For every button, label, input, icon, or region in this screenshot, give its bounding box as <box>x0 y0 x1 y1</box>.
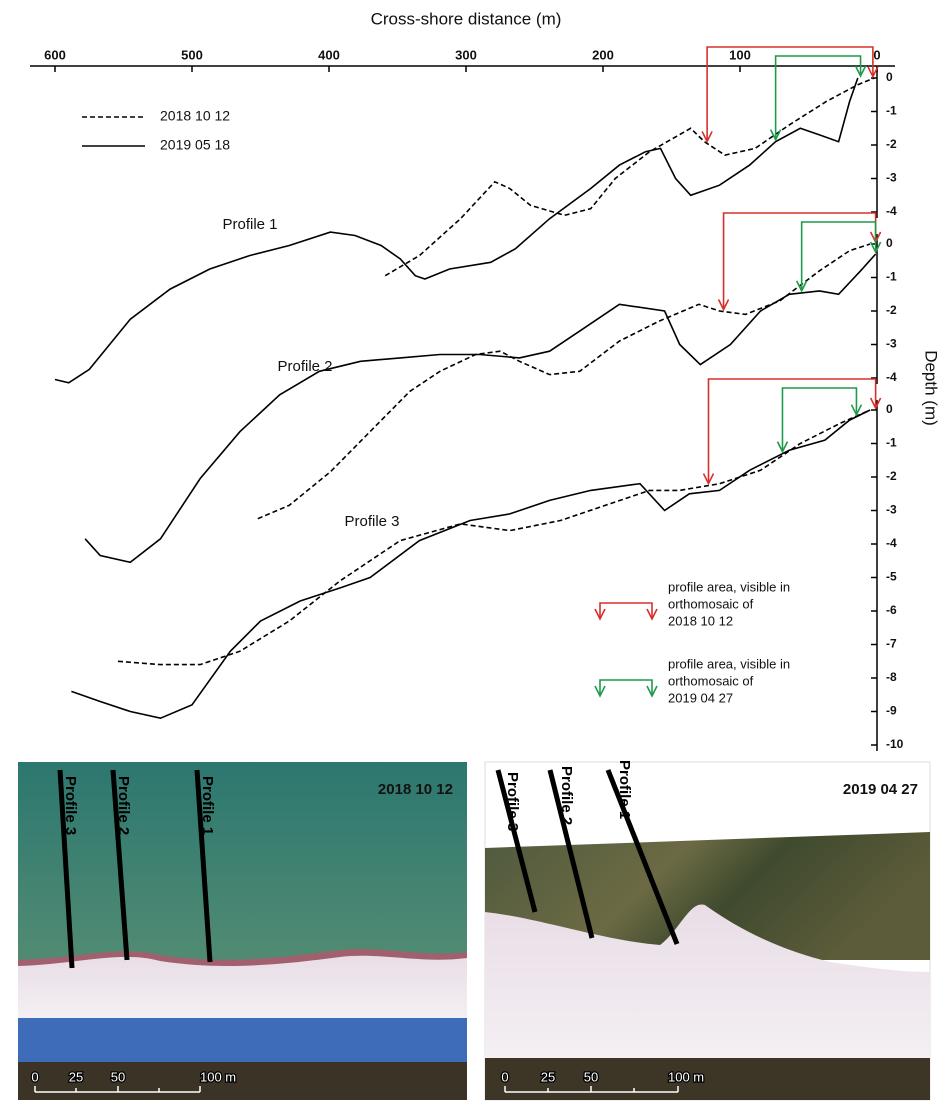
scale-label: 0 <box>31 1069 38 1084</box>
y-tick-label: -2 <box>886 303 897 317</box>
y-tick-label: 0 <box>886 236 893 250</box>
x-tick-label: 400 <box>318 47 340 62</box>
scale-label: 25 <box>69 1069 83 1084</box>
scale-label: 0 <box>501 1069 508 1084</box>
x-tick-label: 0 <box>873 47 880 62</box>
photo-panel: Profile 3 Profile 2 Profile 1 2019 04 27… <box>485 760 930 1100</box>
photo-date: 2019 04 27 <box>843 781 918 798</box>
legend-label: 2019 05 18 <box>160 137 230 153</box>
profile-label: Profile 3 <box>504 772 521 831</box>
y-tick-label: -3 <box>886 337 897 351</box>
profile-label: Profile 1 <box>199 776 216 835</box>
y-tick-label: -6 <box>886 603 897 617</box>
profile-label: Profile 1 <box>616 760 633 819</box>
y-tick-label: -2 <box>886 137 897 151</box>
x-tick-label: 500 <box>181 47 203 62</box>
scale-label: 100 m <box>668 1069 704 1084</box>
y-tick-label: -3 <box>886 503 897 517</box>
profile-annotation: Profile 1 <box>222 216 277 233</box>
y-tick-label: -10 <box>886 737 904 751</box>
photo-date: 2018 10 12 <box>378 781 453 798</box>
y-tick-label: -1 <box>886 436 897 450</box>
photo-panel: Profile 3 Profile 2 Profile 1 2018 10 12… <box>18 762 467 1100</box>
scale-label: 50 <box>584 1069 598 1084</box>
legend-label: 2018 10 12 <box>668 613 733 628</box>
scale-label: 100 m <box>200 1069 236 1084</box>
x-tick-label: 200 <box>592 47 614 62</box>
y-tick-label: -3 <box>886 171 897 185</box>
y-tick-label: -2 <box>886 469 897 483</box>
profile-label: Profile 3 <box>62 776 79 835</box>
y-tick-label: -8 <box>886 670 897 684</box>
legend-label: profile area, visible in <box>668 579 790 594</box>
figure: Profile 3 Profile 2 Profile 1 2018 10 12… <box>0 0 946 1106</box>
y-tick-label: -7 <box>886 637 897 651</box>
x-tick-label: 300 <box>455 47 477 62</box>
x-tick-label: 600 <box>44 47 66 62</box>
y-tick-label: -4 <box>886 204 897 218</box>
legend-label: profile area, visible in <box>668 656 790 671</box>
y-tick-label: -4 <box>886 536 897 550</box>
y-tick-label: -1 <box>886 104 897 118</box>
y-tick-label: -5 <box>886 570 897 584</box>
scale-label: 50 <box>111 1069 125 1084</box>
legend-label: 2019 04 27 <box>668 690 733 705</box>
profile-label: Profile 2 <box>115 776 132 835</box>
legend-label: orthomosaic of <box>668 596 754 611</box>
y-tick-label: -4 <box>886 370 897 384</box>
land <box>18 1062 467 1100</box>
profile-annotation: Profile 3 <box>344 513 399 530</box>
dune-vegetation <box>18 1018 467 1064</box>
y-tick-label: 0 <box>886 402 893 416</box>
profile-annotation: Profile 2 <box>277 358 332 375</box>
profile-label: Profile 2 <box>558 766 575 825</box>
y-tick-label: -1 <box>886 270 897 284</box>
y-axis-title: Depth (m) <box>922 350 941 426</box>
y-tick-label: -9 <box>886 704 897 718</box>
x-axis-title: Cross-shore distance (m) <box>371 9 562 28</box>
x-tick-label: 100 <box>729 47 751 62</box>
legend-label: 2018 10 12 <box>160 108 230 124</box>
scale-label: 25 <box>541 1069 555 1084</box>
legend-label: orthomosaic of <box>668 673 754 688</box>
y-tick-label: 0 <box>886 70 893 84</box>
